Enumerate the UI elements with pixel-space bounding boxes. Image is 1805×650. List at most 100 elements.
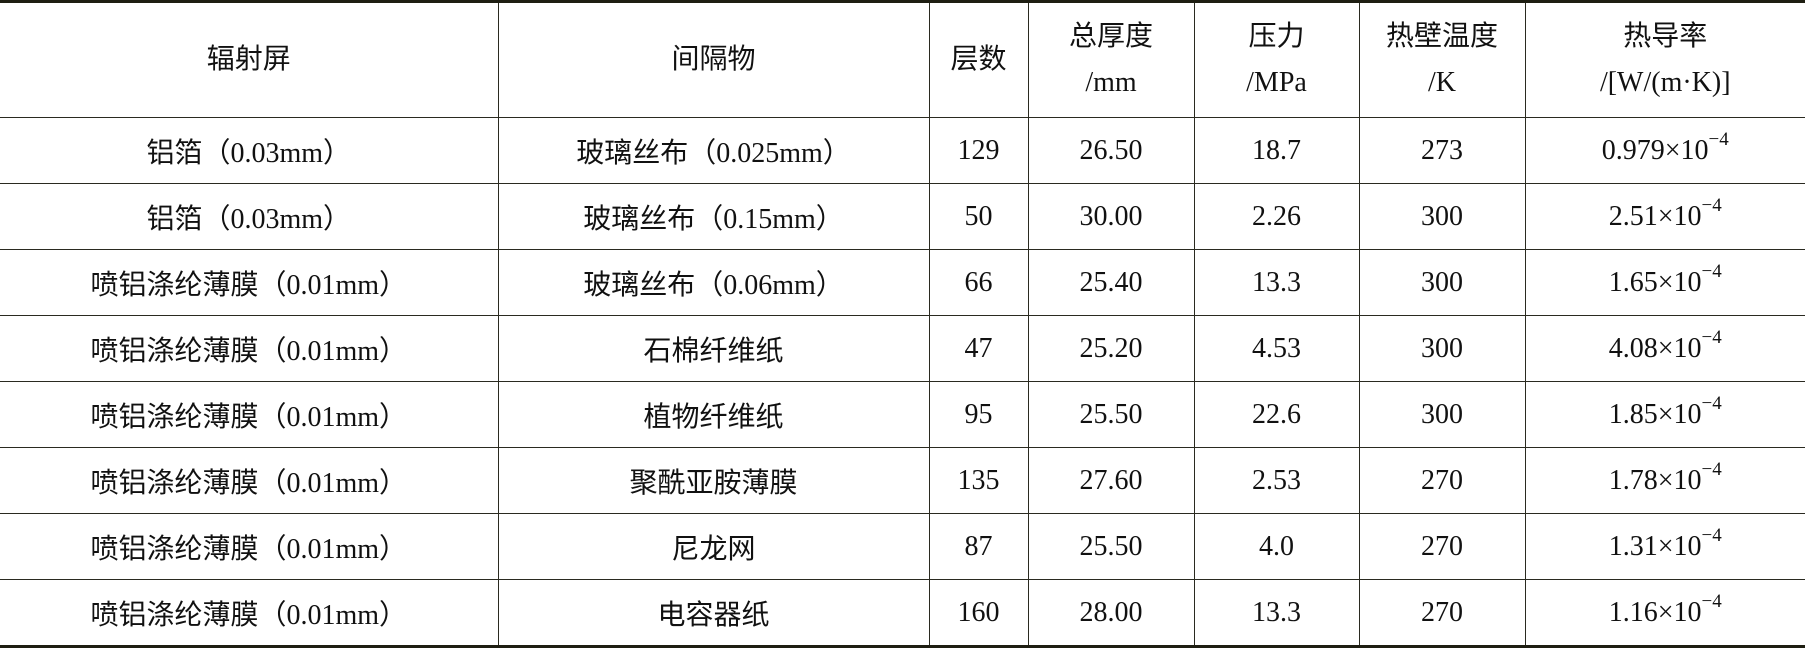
cell-thickness: 27.60	[1027, 447, 1195, 514]
cell-layers: 160	[928, 579, 1029, 647]
table-row: 喷铝涤纶薄膜（0.01mm） 植物纤维纸 95 25.50 22.6 300 1.85×10…	[0, 381, 1805, 448]
cell-shield: 喷铝涤纶薄膜（0.01mm）	[0, 447, 499, 514]
table-row: 铝箔（0.03mm） 玻璃丝布（0.15mm） 50 30.00 2.26 300 2.51…	[0, 183, 1805, 250]
cell-thermal-conductivity: 1.85×10−4	[1524, 381, 1805, 448]
cell-pressure: 4.0	[1193, 513, 1360, 580]
cell-spacer: 聚酰亚胺薄膜	[497, 447, 930, 514]
header-unit: /[W/(m·K)]	[1599, 67, 1731, 98]
cell-temp: 273	[1358, 117, 1526, 184]
header-label: 压力	[1248, 21, 1305, 52]
cell-pressure: 13.3	[1193, 249, 1360, 316]
table-row: 铝箔（0.03mm） 玻璃丝布（0.025mm） 129 26.50 18.7 273 0.…	[0, 117, 1805, 184]
cell-layers: 87	[928, 513, 1029, 580]
cell-thermal-conductivity: 4.08×10−4	[1524, 315, 1805, 382]
cell-shield: 喷铝涤纶薄膜（0.01mm）	[0, 381, 499, 448]
cell-layers: 47	[928, 315, 1029, 382]
cell-layers: 135	[928, 447, 1029, 514]
conductivity-exponent: −4	[1701, 326, 1722, 348]
table-row: 喷铝涤纶薄膜（0.01mm） 石棉纤维纸 47 25.20 4.53 300 4.08×10…	[0, 315, 1805, 382]
cell-temp: 270	[1358, 447, 1526, 514]
cell-spacer: 电容器纸	[497, 579, 930, 647]
cell-thermal-conductivity: 2.51×10−4	[1524, 183, 1805, 250]
conductivity-exponent: −4	[1701, 194, 1722, 216]
cell-temp: 270	[1358, 513, 1526, 580]
conductivity-mantissa: 1.78×10	[1608, 464, 1702, 496]
cell-spacer: 玻璃丝布（0.025mm）	[497, 117, 930, 184]
header-layers: 层数	[928, 1, 1029, 118]
cell-thickness: 25.20	[1027, 315, 1195, 382]
cell-pressure: 13.3	[1193, 579, 1360, 647]
cell-thermal-conductivity: 1.65×10−4	[1524, 249, 1805, 316]
cell-temp: 300	[1358, 381, 1526, 448]
cell-thickness: 25.50	[1027, 513, 1195, 580]
cell-layers: 50	[928, 183, 1029, 250]
cell-layers: 95	[928, 381, 1029, 448]
table-row: 喷铝涤纶薄膜（0.01mm） 电容器纸 160 28.00 13.3 270 1.16×10…	[0, 579, 1805, 647]
cell-shield: 铝箔（0.03mm）	[0, 183, 499, 250]
cell-temp: 300	[1358, 315, 1526, 382]
cell-thermal-conductivity: 0.979×10−4	[1524, 117, 1805, 184]
table-row: 喷铝涤纶薄膜（0.01mm） 聚酰亚胺薄膜 135 27.60 2.53 270 1.78×…	[0, 447, 1805, 514]
header-unit: /K	[1428, 67, 1456, 98]
conductivity-exponent: −4	[1701, 260, 1722, 282]
conductivity-mantissa: 1.31×10	[1608, 530, 1702, 562]
cell-shield: 喷铝涤纶薄膜（0.01mm）	[0, 579, 499, 647]
cell-spacer: 尼龙网	[497, 513, 930, 580]
cell-shield: 铝箔（0.03mm）	[0, 117, 499, 184]
cell-shield: 喷铝涤纶薄膜（0.01mm）	[0, 513, 499, 580]
cell-pressure: 4.53	[1193, 315, 1360, 382]
cell-pressure: 22.6	[1193, 381, 1360, 448]
cell-temp: 300	[1358, 183, 1526, 250]
conductivity-mantissa: 1.85×10	[1608, 398, 1702, 430]
cell-pressure: 2.53	[1193, 447, 1360, 514]
header-unit: /mm	[1085, 67, 1137, 98]
cell-shield: 喷铝涤纶薄膜（0.01mm）	[0, 249, 499, 316]
conductivity-exponent: −4	[1701, 590, 1722, 612]
cell-spacer: 玻璃丝布（0.15mm）	[497, 183, 930, 250]
cell-layers: 129	[928, 117, 1029, 184]
conductivity-mantissa: 2.51×10	[1608, 200, 1702, 232]
header-label: 总厚度	[1068, 21, 1153, 52]
header-label: 辐射屏	[206, 44, 291, 75]
conductivity-exponent: −4	[1708, 128, 1729, 150]
cell-thickness: 28.00	[1027, 579, 1195, 647]
cell-spacer: 植物纤维纸	[497, 381, 930, 448]
header-label: 层数	[950, 44, 1007, 75]
conductivity-mantissa: 1.65×10	[1608, 266, 1702, 298]
cell-spacer: 石棉纤维纸	[497, 315, 930, 382]
cell-temp: 300	[1358, 249, 1526, 316]
cell-thickness: 26.50	[1027, 117, 1195, 184]
header-wall-temperature: 热壁温度/K	[1358, 1, 1526, 118]
conductivity-mantissa: 1.16×10	[1608, 596, 1702, 628]
conductivity-exponent: −4	[1701, 392, 1722, 414]
header-thermal-conductivity: 热导率 /[W/(m·K)]	[1524, 1, 1805, 118]
cell-shield: 喷铝涤纶薄膜（0.01mm）	[0, 315, 499, 382]
cell-pressure: 2.26	[1193, 183, 1360, 250]
conductivity-mantissa: 0.979×10	[1601, 134, 1709, 166]
cell-layers: 66	[928, 249, 1029, 316]
cell-spacer: 玻璃丝布（0.06mm）	[497, 249, 930, 316]
conductivity-exponent: −4	[1701, 524, 1722, 546]
cell-thickness: 25.40	[1027, 249, 1195, 316]
conductivity-exponent: −4	[1701, 458, 1722, 480]
header-pressure: 压力/MPa	[1193, 1, 1360, 118]
cell-temp: 270	[1358, 579, 1526, 647]
cell-thickness: 30.00	[1027, 183, 1195, 250]
table-row: 喷铝涤纶薄膜（0.01mm） 尼龙网 87 25.50 4.0 270 1.31×10−4	[0, 513, 1805, 580]
table-row: 喷铝涤纶薄膜（0.01mm） 玻璃丝布（0.06mm） 66 25.40 13.3 300…	[0, 249, 1805, 316]
header-thickness: 总厚度/mm	[1027, 1, 1195, 118]
header-label: 热导率	[1623, 21, 1708, 52]
cell-thickness: 25.50	[1027, 381, 1195, 448]
header-label: 热壁温度	[1385, 21, 1498, 52]
cell-pressure: 18.7	[1193, 117, 1360, 184]
header-shield: 辐射屏	[0, 1, 499, 118]
header-unit: /MPa	[1246, 67, 1307, 98]
cell-thermal-conductivity: 1.16×10−4	[1524, 579, 1805, 647]
cell-thermal-conductivity: 1.78×10−4	[1524, 447, 1805, 514]
header-row: 辐射屏 间隔物 层数 总厚度/mm 压力/MPa 热壁温度/K 热导率/[W/(m·K)]	[0, 1, 1805, 118]
cell-thermal-conductivity: 1.31×10−4	[1524, 513, 1805, 580]
header-spacer: 间隔物	[497, 1, 930, 118]
conductivity-mantissa: 4.08×10	[1608, 332, 1702, 364]
header-label: 间隔物	[671, 44, 756, 75]
